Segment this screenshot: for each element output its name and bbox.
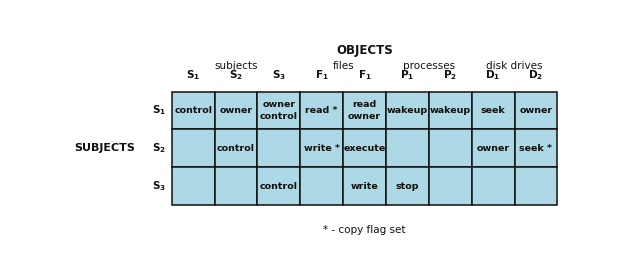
Bar — [172, 129, 215, 167]
Text: stop: stop — [396, 182, 419, 191]
Bar — [300, 129, 343, 167]
Text: $\mathbf{D_2}$: $\mathbf{D_2}$ — [529, 68, 544, 82]
Text: control: control — [174, 106, 212, 115]
Bar — [343, 129, 386, 167]
Text: $\mathbf{F_1}$: $\mathbf{F_1}$ — [358, 68, 371, 82]
Text: $\mathbf{S_1}$: $\mathbf{S_1}$ — [186, 68, 200, 82]
Bar — [215, 167, 258, 205]
Text: read *: read * — [305, 106, 338, 115]
Bar — [429, 167, 471, 205]
Text: OBJECTS: OBJECTS — [337, 44, 393, 57]
Text: subjects: subjects — [214, 61, 258, 71]
Bar — [471, 167, 514, 205]
Text: control: control — [217, 144, 255, 153]
Bar — [471, 129, 514, 167]
Text: write *: write * — [304, 144, 340, 153]
Bar — [471, 92, 514, 129]
Bar — [343, 167, 386, 205]
Bar — [300, 167, 343, 205]
Text: $\mathbf{P_1}$: $\mathbf{P_1}$ — [401, 68, 414, 82]
Text: wakeup: wakeup — [430, 106, 471, 115]
Text: seek: seek — [481, 106, 506, 115]
Bar — [258, 92, 300, 129]
Text: write: write — [351, 182, 378, 191]
Text: owner: owner — [476, 144, 509, 153]
Bar — [514, 129, 557, 167]
Text: SUBJECTS: SUBJECTS — [74, 143, 135, 153]
Bar — [429, 92, 471, 129]
Text: owner: owner — [220, 106, 253, 115]
Bar — [386, 129, 429, 167]
Bar — [300, 92, 343, 129]
Text: $\mathbf{S_2}$: $\mathbf{S_2}$ — [152, 141, 166, 155]
Text: seek *: seek * — [519, 144, 552, 153]
Bar — [215, 129, 258, 167]
Text: $\mathbf{F_1}$: $\mathbf{F_1}$ — [315, 68, 328, 82]
Bar — [172, 167, 215, 205]
Text: owner
control: owner control — [260, 100, 298, 121]
Bar — [429, 129, 471, 167]
Bar — [258, 129, 300, 167]
Text: $\mathbf{D_1}$: $\mathbf{D_1}$ — [486, 68, 501, 82]
Text: $\mathbf{P_2}$: $\mathbf{P_2}$ — [443, 68, 457, 82]
Text: wakeup: wakeup — [387, 106, 428, 115]
Text: control: control — [260, 182, 298, 191]
Text: $\mathbf{S_1}$: $\mathbf{S_1}$ — [152, 104, 166, 117]
Bar — [386, 92, 429, 129]
Text: execute: execute — [343, 144, 386, 153]
Text: $\mathbf{S_2}$: $\mathbf{S_2}$ — [229, 68, 243, 82]
Text: $\mathbf{S_3}$: $\mathbf{S_3}$ — [272, 68, 286, 82]
Text: owner: owner — [519, 106, 552, 115]
Bar — [258, 167, 300, 205]
Bar — [514, 92, 557, 129]
Text: * - copy flag set: * - copy flag set — [323, 225, 406, 235]
Bar — [386, 167, 429, 205]
Bar — [172, 92, 215, 129]
Text: read
owner: read owner — [348, 100, 381, 121]
Text: disk drives: disk drives — [486, 61, 543, 71]
Text: files: files — [332, 61, 354, 71]
Bar — [514, 167, 557, 205]
Text: $\mathbf{S_3}$: $\mathbf{S_3}$ — [152, 179, 166, 193]
Text: processes: processes — [403, 61, 455, 71]
Bar — [343, 92, 386, 129]
Bar — [215, 92, 258, 129]
